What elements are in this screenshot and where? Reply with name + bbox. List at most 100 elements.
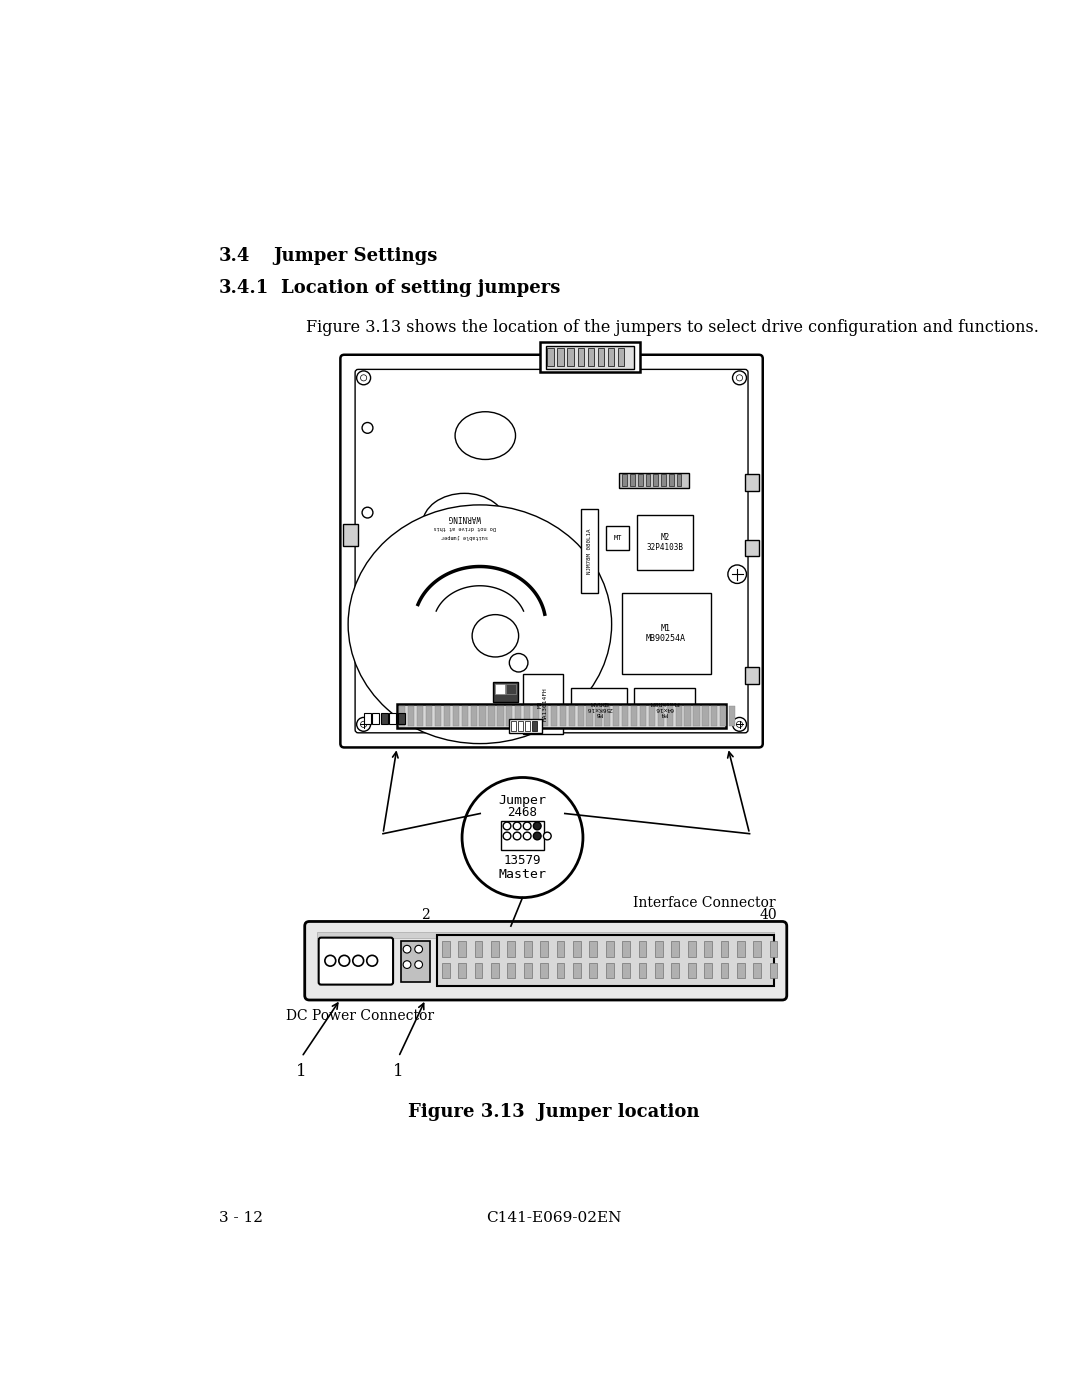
Bar — [471, 705, 476, 726]
Bar — [646, 474, 650, 486]
Bar — [676, 705, 681, 726]
Text: M2
32P4103B: M2 32P4103B — [647, 532, 684, 552]
Bar — [720, 963, 728, 978]
Bar — [401, 942, 430, 982]
FancyBboxPatch shape — [319, 937, 393, 985]
Bar — [571, 689, 627, 728]
Text: Jumper: Jumper — [499, 793, 546, 807]
Bar — [737, 963, 745, 978]
Circle shape — [513, 823, 521, 830]
Bar — [556, 963, 565, 978]
Bar — [408, 705, 415, 726]
Bar — [437, 936, 774, 986]
Bar — [557, 348, 564, 366]
Bar — [669, 474, 674, 486]
Bar — [548, 348, 554, 366]
Circle shape — [510, 654, 528, 672]
Bar — [631, 474, 635, 486]
Bar — [573, 942, 581, 957]
Bar — [729, 705, 735, 726]
Circle shape — [362, 661, 373, 672]
Circle shape — [415, 946, 422, 953]
Circle shape — [728, 564, 746, 584]
Bar — [770, 942, 778, 957]
Bar — [524, 963, 531, 978]
Bar — [677, 474, 681, 486]
FancyBboxPatch shape — [305, 922, 786, 1000]
Bar — [458, 963, 467, 978]
Bar — [622, 942, 630, 957]
Text: NJM78M 080L1A: NJM78M 080L1A — [586, 528, 592, 574]
Circle shape — [362, 592, 373, 602]
Text: M4
64x16
FlashROM: M4 64x16 FlashROM — [649, 700, 679, 717]
Text: WARNING: WARNING — [448, 514, 481, 522]
Bar — [638, 474, 643, 486]
Circle shape — [325, 956, 336, 967]
Text: Figure 3.13 shows the location of the jumpers to select drive configuration and : Figure 3.13 shows the location of the ju… — [306, 319, 1038, 335]
Bar — [595, 705, 602, 726]
Text: 13579: 13579 — [503, 854, 541, 868]
Circle shape — [737, 721, 743, 728]
Bar — [540, 963, 548, 978]
Circle shape — [339, 956, 350, 967]
Text: 1: 1 — [296, 1063, 307, 1080]
Bar — [507, 685, 515, 693]
Bar — [638, 942, 646, 957]
Bar — [364, 712, 370, 724]
Bar — [688, 963, 696, 978]
Circle shape — [361, 721, 367, 728]
Bar — [511, 721, 516, 731]
Bar — [672, 963, 679, 978]
Bar — [590, 942, 597, 957]
Bar — [507, 705, 512, 726]
Bar — [654, 963, 663, 978]
Text: Do not drive at this: Do not drive at this — [433, 525, 496, 531]
Bar — [672, 942, 679, 957]
Text: Jumper Settings: Jumper Settings — [273, 247, 437, 265]
Bar — [590, 963, 597, 978]
Text: Location of setting jumpers: Location of setting jumpers — [281, 279, 561, 298]
Bar — [666, 705, 673, 726]
Circle shape — [415, 961, 422, 968]
Bar — [606, 527, 630, 549]
Circle shape — [732, 372, 746, 384]
Bar — [567, 348, 573, 366]
Bar — [619, 472, 689, 488]
Circle shape — [462, 778, 583, 898]
Bar — [342, 524, 359, 546]
Bar — [568, 705, 575, 726]
Text: Interface Connector: Interface Connector — [633, 895, 775, 909]
Bar — [770, 963, 778, 978]
Bar — [581, 509, 597, 594]
Bar — [637, 515, 693, 570]
Bar — [453, 705, 459, 726]
Text: 3.4: 3.4 — [218, 247, 251, 265]
Bar — [532, 705, 539, 726]
Ellipse shape — [472, 615, 518, 657]
Bar — [494, 682, 517, 703]
Circle shape — [503, 833, 511, 840]
Circle shape — [356, 718, 370, 731]
Bar — [389, 712, 396, 724]
Bar — [606, 963, 613, 978]
Bar — [442, 963, 449, 978]
Bar — [622, 705, 629, 726]
Bar — [613, 705, 619, 726]
Text: 3.4.1: 3.4.1 — [218, 279, 269, 298]
Bar — [318, 932, 774, 939]
Circle shape — [356, 372, 370, 384]
Text: 2468: 2468 — [508, 806, 538, 820]
Bar — [461, 705, 468, 726]
Bar — [638, 963, 646, 978]
Bar — [578, 348, 583, 366]
Bar — [475, 963, 483, 978]
Circle shape — [387, 564, 430, 608]
Bar — [531, 721, 537, 731]
Bar — [508, 963, 515, 978]
Bar — [745, 666, 759, 683]
Text: MT: MT — [613, 535, 622, 541]
Text: 40: 40 — [759, 908, 777, 922]
Text: Master: Master — [499, 868, 546, 882]
Ellipse shape — [455, 412, 515, 460]
Bar — [745, 539, 759, 556]
